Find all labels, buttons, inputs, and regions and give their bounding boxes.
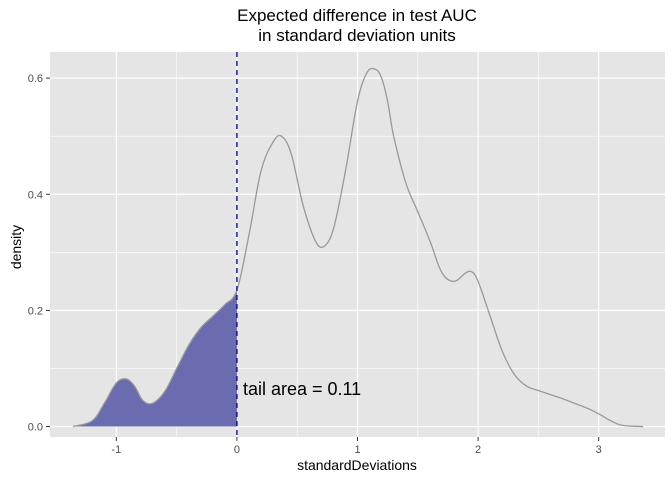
x-tick-label: 1 <box>354 444 360 456</box>
x-tick-label: 3 <box>596 444 602 456</box>
density-curve <box>72 67 644 428</box>
y-tick-label: 0.2 <box>28 305 43 317</box>
x-axis-ticks: -1 0 1 2 3 <box>111 437 602 456</box>
tail-area-fill <box>72 290 237 427</box>
tail-area-annotation: tail area = 0.11 <box>243 379 361 399</box>
y-tick-label: 0.4 <box>28 189 43 201</box>
x-tick-label: -1 <box>111 444 121 456</box>
chart-title-line-2: in standard deviation units <box>258 26 456 45</box>
x-axis-title: standardDeviations <box>297 457 417 473</box>
y-tick-label: 0.6 <box>28 73 43 85</box>
chart-title: Expected difference in test AUC in stand… <box>237 6 477 45</box>
y-axis-ticks: 0.0 0.2 0.4 0.6 <box>28 73 50 434</box>
x-tick-label: 2 <box>475 444 481 456</box>
x-tick-label: 0 <box>234 444 240 456</box>
y-tick-label: 0.0 <box>28 422 43 434</box>
y-axis-title: density <box>8 225 24 269</box>
chart-title-line-1: Expected difference in test AUC <box>237 6 477 25</box>
